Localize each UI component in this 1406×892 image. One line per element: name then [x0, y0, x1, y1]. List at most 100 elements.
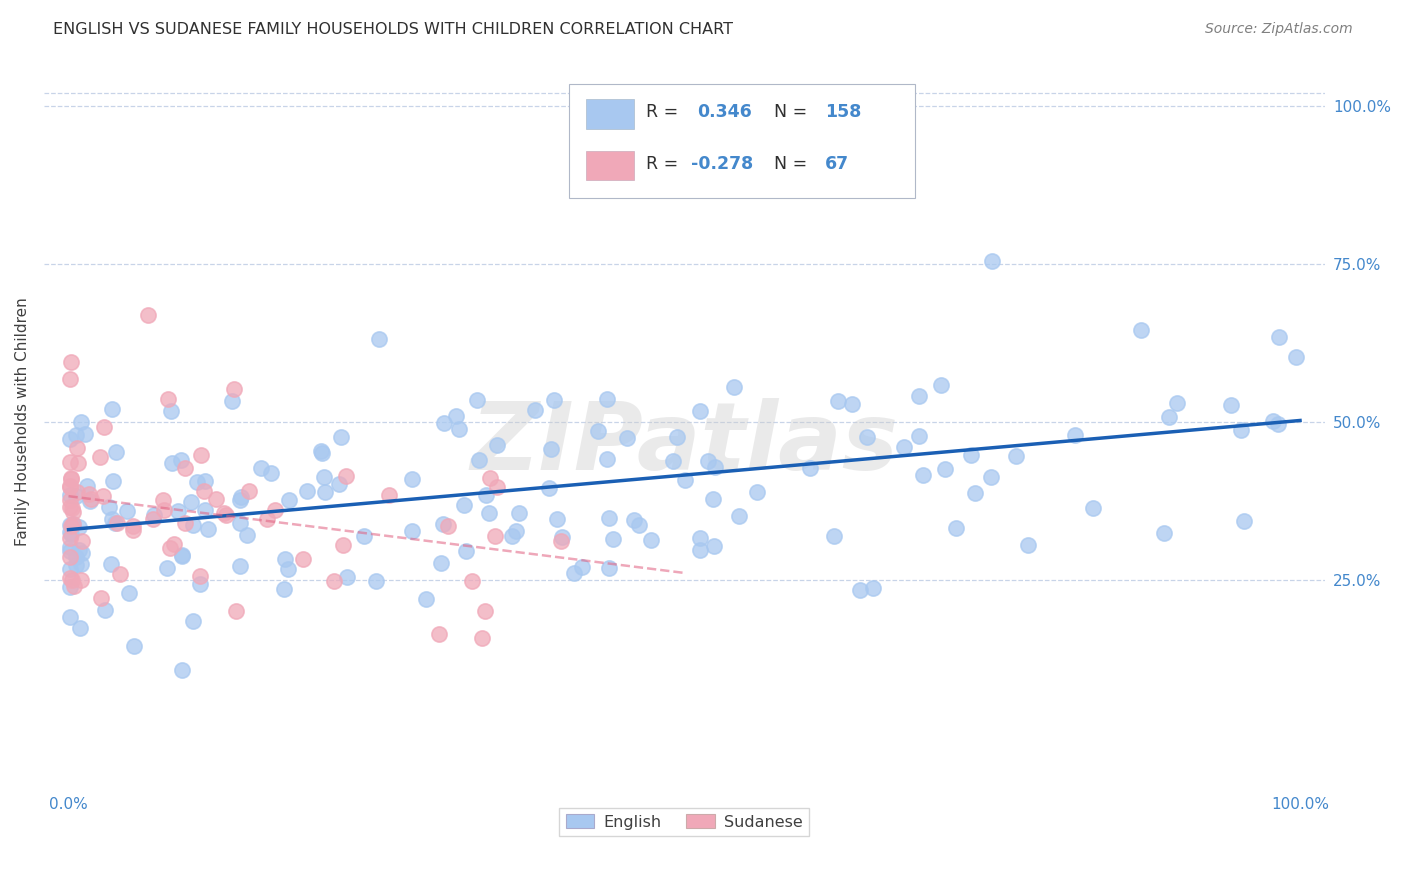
Point [1263, 414, 1285, 428]
Point [689, 403, 711, 417]
Point [689, 542, 711, 557]
Point [475, 488, 498, 502]
Point [673, 473, 696, 487]
Point [93, 419, 115, 434]
Point [468, 453, 491, 467]
Point [121, 519, 143, 533]
Point [159, 404, 181, 418]
Point [907, 389, 929, 403]
Point [59, 571, 82, 585]
Text: ZIPatlas: ZIPatlas [470, 398, 898, 490]
Point [430, 556, 453, 570]
Point [602, 532, 624, 546]
Point [170, 663, 193, 677]
Point [180, 495, 202, 509]
Point [117, 586, 139, 600]
Point [91, 489, 114, 503]
Point [702, 492, 724, 507]
Point [841, 397, 863, 411]
Point [595, 452, 617, 467]
Point [67, 542, 90, 557]
Point [65, 558, 87, 572]
Point [273, 551, 295, 566]
Point [823, 528, 845, 542]
Point [59, 524, 82, 539]
Point [249, 461, 271, 475]
Point [170, 549, 193, 563]
Point [104, 516, 127, 530]
Point [980, 470, 1002, 484]
Point [62, 517, 84, 532]
Point [856, 430, 879, 444]
Point [543, 392, 565, 407]
Point [945, 521, 967, 535]
Point [598, 510, 620, 524]
Point [98, 500, 121, 515]
Point [156, 561, 179, 575]
Point [188, 576, 211, 591]
Point [665, 430, 688, 444]
Point [332, 538, 354, 552]
Point [799, 461, 821, 475]
Point [79, 493, 101, 508]
Point [136, 308, 159, 322]
Point [277, 562, 299, 576]
Point [188, 569, 211, 583]
Point [62, 579, 84, 593]
Point [66, 484, 89, 499]
Point [689, 531, 711, 545]
Point [69, 621, 91, 635]
Point [236, 528, 259, 542]
Point [75, 427, 97, 442]
Point [1017, 538, 1039, 552]
Point [1004, 449, 1026, 463]
Point [447, 422, 470, 436]
Point [311, 446, 333, 460]
Point [59, 478, 82, 492]
Point [153, 503, 176, 517]
Point [142, 511, 165, 525]
Point [66, 441, 89, 455]
Point [474, 604, 496, 618]
Point [598, 560, 620, 574]
Point [190, 448, 212, 462]
Point [170, 453, 193, 467]
Point [1233, 515, 1256, 529]
Point [524, 402, 547, 417]
Point [623, 513, 645, 527]
Point [59, 540, 82, 554]
Text: 67: 67 [825, 154, 849, 173]
Point [59, 472, 82, 486]
Point [505, 524, 527, 538]
Point [550, 534, 572, 549]
Point [415, 591, 437, 606]
Point [65, 427, 87, 442]
Point [893, 440, 915, 454]
Point [484, 529, 506, 543]
Text: Source: ZipAtlas.com: Source: ZipAtlas.com [1205, 22, 1353, 37]
Point [336, 570, 359, 584]
Point [222, 382, 245, 396]
Point [181, 614, 204, 628]
Point [59, 493, 82, 508]
Point [478, 506, 501, 520]
Point [907, 428, 929, 442]
Point [229, 490, 252, 504]
Point [1081, 501, 1104, 516]
Point [193, 483, 215, 498]
Point [432, 516, 454, 531]
Point [312, 470, 335, 484]
Point [911, 468, 934, 483]
Point [156, 392, 179, 406]
Point [537, 481, 560, 495]
Point [122, 523, 145, 537]
Point [640, 533, 662, 548]
Point [616, 431, 638, 445]
Text: ENGLISH VS SUDANESE FAMILY HOUSEHOLDS WITH CHILDREN CORRELATION CHART: ENGLISH VS SUDANESE FAMILY HOUSEHOLDS WI… [53, 22, 734, 37]
Point [194, 474, 217, 488]
Point [471, 631, 494, 645]
Point [197, 522, 219, 536]
Point [70, 533, 93, 548]
Point [101, 512, 124, 526]
Point [277, 492, 299, 507]
